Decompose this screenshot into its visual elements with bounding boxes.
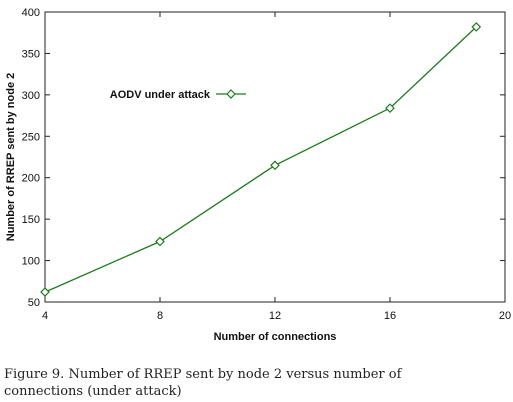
y-axis-label: Number of RREP sent by node 2: [5, 73, 17, 242]
y-tick-label: 150: [22, 214, 40, 226]
x-tick-label: 20: [499, 310, 511, 322]
y-tick-label: 350: [22, 48, 40, 60]
legend-marker: [226, 89, 236, 99]
data-point: [155, 236, 165, 247]
y-tick-label: 400: [22, 7, 40, 19]
x-tick-label: 16: [384, 310, 396, 322]
x-tick-label: 8: [157, 310, 163, 322]
figure-caption: Figure 9. Number of RREP sent by node 2 …: [4, 367, 402, 399]
series-layer: [40, 22, 482, 297]
y-tick-label: 50: [28, 297, 40, 309]
x-ticks: 4 8 12 16 20: [42, 12, 511, 322]
data-point: [40, 287, 50, 297]
data-point: [471, 22, 482, 32]
chart: 50 100 150 200 250 300 350 400 4 8 12 16 20 AODV un…: [5, 7, 511, 343]
x-tick-label: 12: [269, 310, 281, 322]
x-axis-label: Number of connections: [214, 331, 337, 343]
legend-label: AODV under attack: [110, 89, 211, 101]
data-point: [270, 160, 280, 171]
y-tick-label: 300: [22, 90, 40, 102]
data-point: [385, 103, 395, 113]
series-line: [44, 26, 477, 293]
x-tick-label: 4: [42, 310, 48, 322]
plot-frame: [44, 11, 506, 303]
legend: AODV under attack: [110, 89, 246, 101]
y-ticks: 50 100 150 200 250 300 350 400: [22, 7, 505, 309]
y-tick-label: 250: [22, 131, 40, 143]
y-tick-label: 200: [22, 173, 40, 185]
y-tick-label: 100: [22, 256, 40, 268]
